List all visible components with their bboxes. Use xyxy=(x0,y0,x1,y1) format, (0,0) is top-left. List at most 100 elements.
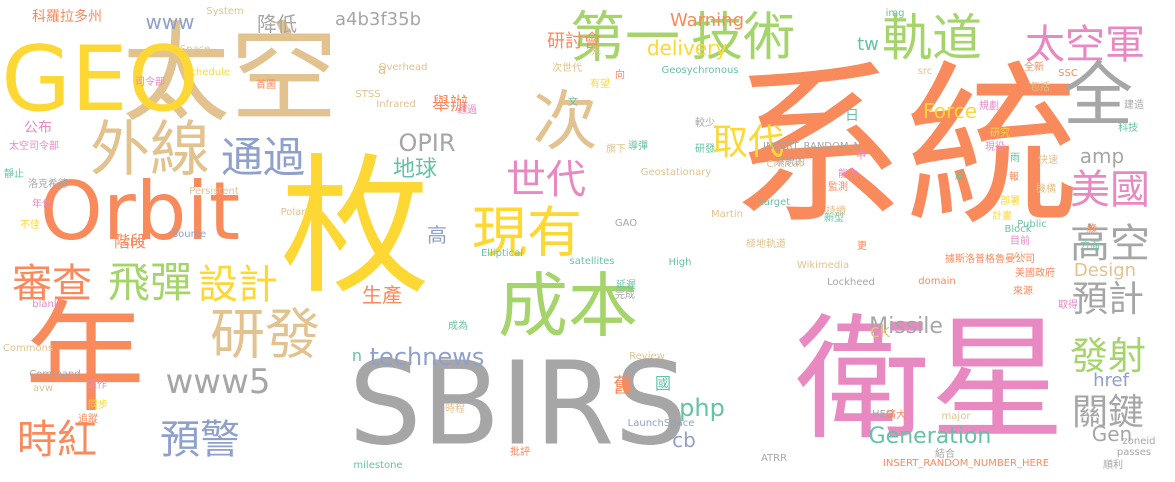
word-cjk-148: 能力 xyxy=(838,169,858,180)
word-milestone: milestone xyxy=(353,460,403,471)
word-cjk-158: 報 xyxy=(1009,172,1019,183)
word-cjk-4: 年 xyxy=(25,290,145,429)
word-cjk-149: 系統的 xyxy=(775,157,805,168)
word-src: src xyxy=(917,66,933,77)
word-cjk-60: 日 xyxy=(845,108,859,124)
word-cjk-26: 預警 xyxy=(160,417,240,463)
word-avw: avw xyxy=(32,383,54,394)
word-infrared: Infrared xyxy=(376,99,416,110)
word-source: Source xyxy=(171,229,207,240)
word-geosychronous: Geosychronous xyxy=(661,65,739,76)
word-cjk-116: 據斯洛普格魯曼公司 xyxy=(945,254,1035,265)
word-heo: HEO xyxy=(872,409,894,420)
word-cjk-16: 研發 xyxy=(209,302,321,367)
word-n: n xyxy=(351,346,363,365)
word-sbirs: SBIRS xyxy=(348,337,688,472)
word-cjk-145: 取得 xyxy=(1058,300,1078,311)
word-cjk-151: 更 xyxy=(857,241,867,252)
word-elliptical: Elliptical xyxy=(480,248,524,259)
word-martin: Martin xyxy=(711,209,743,220)
word-cb: cb xyxy=(672,428,696,452)
word-cjk-143: 規劃 xyxy=(979,101,999,112)
word-img: img xyxy=(885,8,905,19)
word-cjk-114: 年代 xyxy=(32,199,52,210)
word-schedule: Schedule xyxy=(184,67,230,78)
word-insert-random-n: INSERT_RANDOM_N xyxy=(763,141,861,152)
word-cjk-28: 預計 xyxy=(1071,279,1145,320)
word-cjk-23: 飛彈 xyxy=(107,258,193,307)
word-cjk-122: 現役 xyxy=(985,142,1005,153)
word-lockheed: Lockheed xyxy=(827,277,875,288)
word-cjk-142: 研究 xyxy=(990,128,1010,139)
word-cjk-126: 計畫 xyxy=(992,211,1012,222)
word-target: target xyxy=(759,197,791,208)
word-cjk-123: 通過 xyxy=(457,105,477,116)
word-atrr: ATRR xyxy=(760,453,788,464)
word-a: a xyxy=(377,62,387,78)
word-cjk-140: 監測 xyxy=(828,182,848,193)
word-cjk-30: 關鍵 xyxy=(1071,392,1145,433)
word-cjk-27: 取代 xyxy=(711,122,785,163)
word-www: www xyxy=(145,10,195,34)
word-cjk-127: 新型 xyxy=(824,213,844,224)
word-ck: ck xyxy=(869,321,891,342)
word-gen: Gen xyxy=(1091,422,1133,446)
word-cjk-56: 公布 xyxy=(24,120,52,136)
word-delivery: delivery xyxy=(646,36,728,60)
word-cjk-138: 成為 xyxy=(448,321,468,332)
word-commons: Commons xyxy=(2,343,54,354)
word-stss: STSS xyxy=(355,89,381,100)
word-cjk-57: 階段 xyxy=(113,232,147,251)
word-cjk-157: 緣 xyxy=(1087,224,1097,235)
word-php: php xyxy=(679,394,725,422)
word-public: Public xyxy=(1017,219,1047,230)
word-design: Design xyxy=(1073,260,1137,281)
word-cjk-110: 太空司令部 xyxy=(9,141,59,152)
word-cjk-59: 高 xyxy=(427,223,447,247)
word-cjk-141: 超 xyxy=(955,171,965,182)
word-cjk-160: 機構 xyxy=(1036,184,1056,195)
word-cjk-8: 成本 xyxy=(498,265,638,347)
word-cjk-25: 時紅 xyxy=(17,417,97,463)
word-cjk-106: 次世代 xyxy=(552,63,582,74)
word-cjk-150: 中 xyxy=(856,151,866,162)
word-cjk-2: 衛星 xyxy=(795,301,1065,459)
word-a4b3f35b: a4b3f35b xyxy=(334,9,422,30)
word-cjk-15: 太空軍 xyxy=(1025,22,1145,68)
word-insert-random-number-here: INSERT_RANDOM_NUMBER_HERE xyxy=(882,458,1050,469)
word-missile: Missile xyxy=(869,314,943,339)
word-overhead: Overhead xyxy=(378,62,428,73)
word-block: Block xyxy=(1004,224,1032,235)
word-cjk-137: 延遲 xyxy=(616,280,636,291)
word-satellites: satellites xyxy=(569,256,615,267)
word-launchspace: LaunchSpace xyxy=(627,418,695,429)
word-cjk-131: 同步 xyxy=(88,400,108,411)
word-cjk-41: 降低 xyxy=(257,12,297,36)
word-cjk-18: 世代 xyxy=(506,157,586,203)
word-geo: GEO xyxy=(1,27,199,132)
word-cjk-0: 系統 xyxy=(730,46,1080,250)
word-cjk-40: 地球 xyxy=(392,157,438,182)
word-cdr: CDR xyxy=(123,237,145,248)
word-cjk-52: 生產 xyxy=(362,283,402,307)
word-cjk-9: 全 xyxy=(1063,54,1133,136)
word-cjk-119: 包括 xyxy=(1030,82,1050,93)
word-cjk-111: 洛克希德 xyxy=(28,179,68,190)
word-domain: domain xyxy=(918,276,956,287)
word-ssc: SSC xyxy=(1058,68,1078,79)
word-href: href xyxy=(1093,370,1129,391)
word-cjk-13: 技術 xyxy=(690,8,796,68)
word-cjk-133: 快速 xyxy=(1038,155,1058,166)
word-cjk-152: 向 xyxy=(615,70,625,81)
word-cjk-20: 高空 xyxy=(1070,221,1150,267)
word-gao: GAO xyxy=(614,218,638,229)
word-wikimedia: Wikimedia xyxy=(796,260,850,271)
word-cjk-19: 美國 xyxy=(1070,167,1150,213)
word-cjk-120: 建造 xyxy=(1124,100,1144,111)
word-www5: www5 xyxy=(165,362,271,402)
word-cjk-135: 結合 xyxy=(935,449,955,460)
word-cjk-125: 研發 xyxy=(695,144,715,155)
word-high: High xyxy=(668,257,692,268)
word-opir: OPIR xyxy=(398,129,456,157)
